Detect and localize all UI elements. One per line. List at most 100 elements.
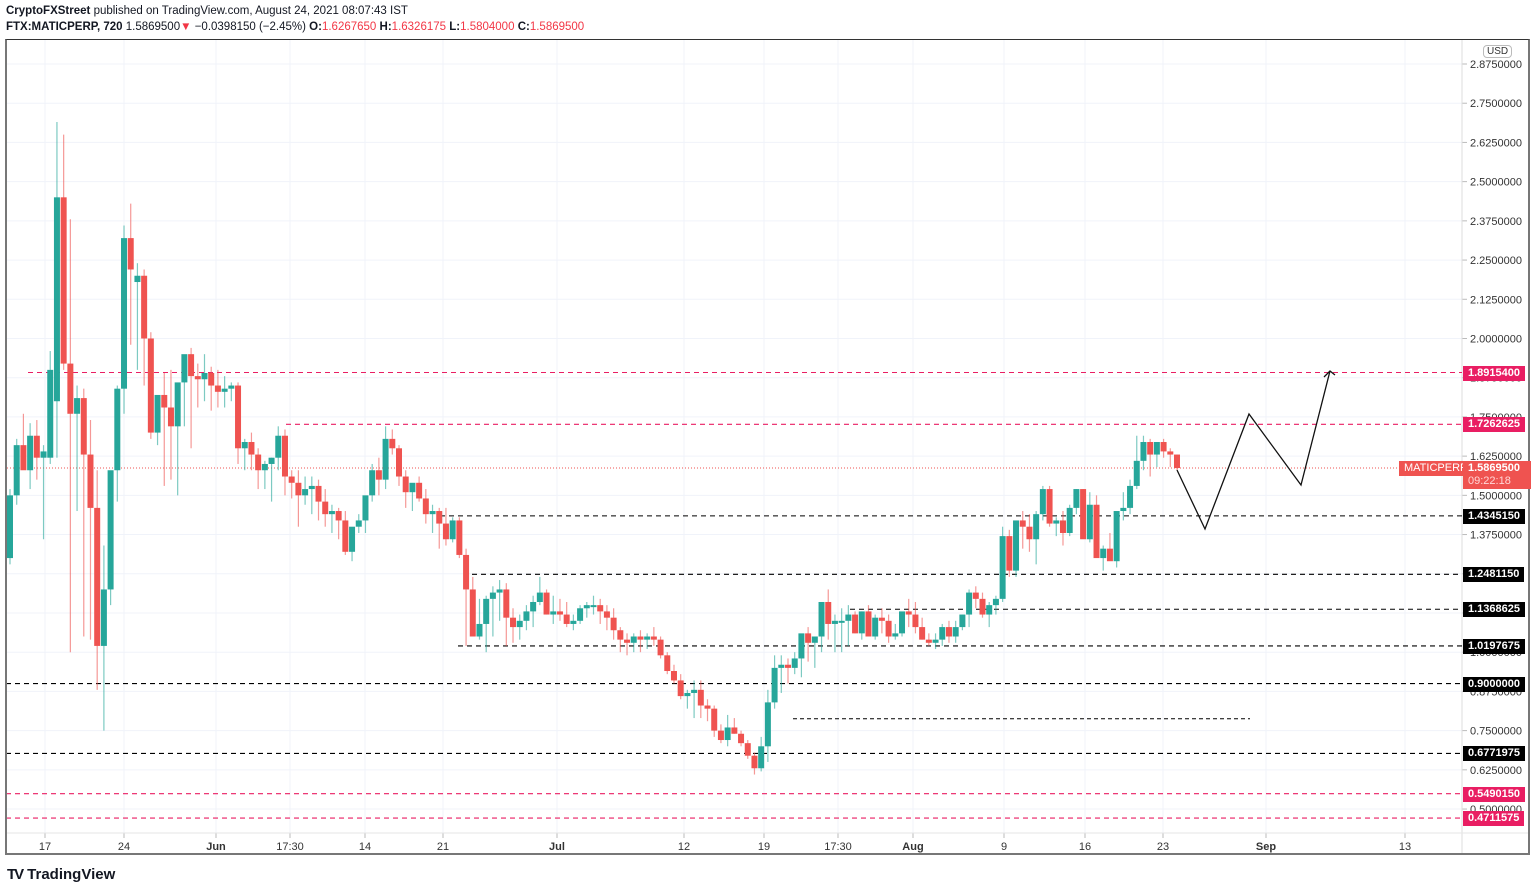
level-price-tag: 1.2481150 [1463,567,1525,583]
candle [677,674,684,700]
candle [691,680,698,719]
y-tick-label: 1.5000000 [1470,490,1522,502]
arrow-head-icon [1323,370,1336,378]
candle [422,489,429,524]
candle [147,332,154,439]
candle [805,627,812,662]
candle [563,601,570,628]
x-tick-label: 14 [359,841,371,853]
candle [362,495,369,533]
candle [1153,442,1160,468]
candle [986,601,993,628]
candle [121,225,128,414]
tradingview-footer[interactable]: TV TradingView [7,866,115,883]
y-tick-label: 0.7500000 [1470,726,1522,738]
open-value: 1.6267650 [321,21,377,33]
candle [456,517,463,559]
y-tick-label: 0.6250000 [1470,765,1522,777]
x-tick-label: 17:30 [824,841,852,853]
candle [516,614,523,640]
candle [664,652,671,675]
candle [67,219,74,653]
candle [154,394,161,446]
candle [717,724,724,744]
symbol-label: FTX:MATICPERP, 720 [6,21,123,33]
x-tick-label: 9 [1001,841,1007,853]
candle [141,269,148,386]
candle [945,620,952,643]
candle [738,730,745,747]
level-price-tag: 0.5490150 [1463,786,1525,802]
candle [1059,511,1066,546]
ohlc-line: FTX:MATICPERP, 720 1.5869500▼ −0.0398150… [6,19,584,35]
candle [731,718,738,734]
candle [288,470,295,499]
low-label: L: [449,21,461,33]
candle [979,592,986,618]
candle [396,445,402,486]
candle [1053,517,1060,537]
candle [80,388,87,637]
candle [583,601,590,618]
candle [302,476,309,505]
candle [1033,511,1040,565]
candle [1039,485,1046,521]
candle [60,134,67,370]
candle [556,598,563,621]
projection-path[interactable] [1176,370,1331,531]
x-tick-label: Aug [902,841,923,853]
x-tick-label: 17:30 [276,841,304,853]
x-tick-label: Sep [1256,841,1276,853]
candle [335,507,342,540]
y-tick-label: 2.8750000 [1470,59,1522,71]
tradingview-logo-icon: TV [7,866,24,883]
candle [590,595,597,615]
candle [771,655,778,709]
candle [778,655,785,693]
candle [40,445,47,540]
candle [295,470,302,527]
candle [570,614,577,631]
candle [1106,532,1113,562]
candle [442,507,449,546]
candle [999,526,1006,602]
publisher-name[interactable]: CryptoFXStreet [6,5,91,17]
candle [751,752,758,775]
candle [53,122,60,458]
level-price-tag: 1.0197675 [1463,638,1525,654]
candle [27,423,34,490]
candle [543,589,550,615]
candle [530,595,537,628]
candle [992,595,999,615]
candle [221,376,228,408]
candle [208,366,215,411]
candle [127,203,134,345]
x-tick-label: 12 [678,841,690,853]
y-tick-label: 2.0000000 [1470,333,1522,345]
candle [939,623,946,646]
candle [610,608,617,640]
candle [764,689,771,762]
candle [1026,514,1033,552]
level-price-tag: 0.9000000 [1463,676,1525,692]
symbol-tag: MATICPERP [1399,461,1473,477]
candle [94,470,101,690]
level-price-tag: 1.8915400 [1463,365,1525,381]
down-arrow-icon: ▼ [180,21,192,33]
candle [436,507,443,549]
level-price-tag: 1.7262625 [1463,417,1525,433]
candle [744,740,751,759]
x-tick-label: 13 [1399,841,1411,853]
candle [161,372,168,486]
candle [657,636,664,659]
currency-label[interactable]: USD [1483,45,1513,58]
candle [919,617,926,640]
candle [1013,520,1020,577]
candle [188,347,195,449]
candle [107,470,114,606]
candle [429,504,436,533]
close-value: 1.5869500 [529,21,585,33]
candle [416,476,423,502]
candle [1086,492,1093,543]
candle [315,479,322,521]
